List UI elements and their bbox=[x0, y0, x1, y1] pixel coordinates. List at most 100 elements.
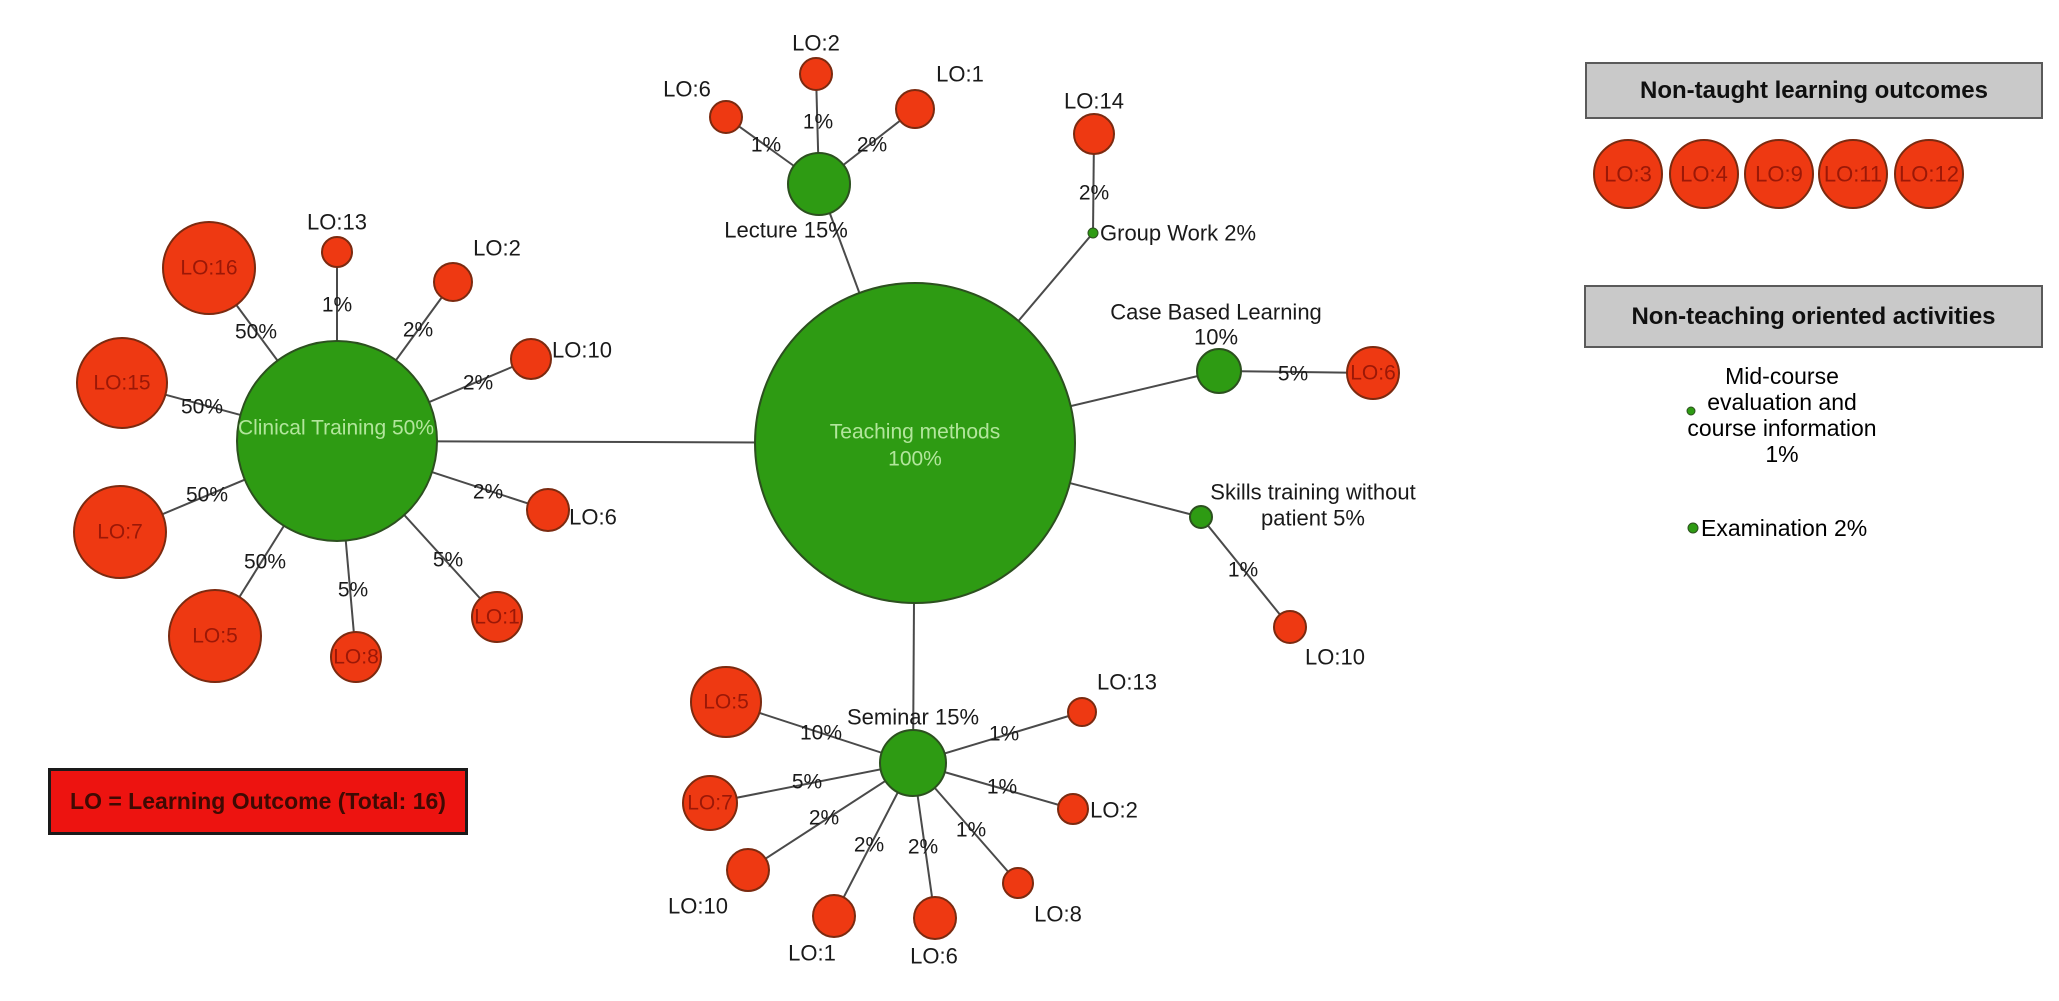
node-lo4_nt bbox=[1669, 139, 1739, 209]
node-lo2_c bbox=[433, 262, 473, 302]
edge-label-clinical-lo13_c: 1% bbox=[322, 294, 352, 317]
non-taught-header: Non-taught learning outcomes bbox=[1585, 62, 2043, 119]
node-lo8_c bbox=[330, 631, 382, 683]
diagram-label-8: Skills training without bbox=[1210, 480, 1415, 505]
node-group_dot bbox=[1087, 227, 1099, 239]
edge-label-clinical-lo10_c: 2% bbox=[463, 372, 493, 395]
node-lo6_cbl bbox=[1346, 346, 1400, 400]
node-lo5_se bbox=[690, 666, 762, 738]
examination-label: Examination 2% bbox=[1701, 515, 1868, 541]
node-teaching bbox=[754, 282, 1076, 604]
edge-label-clinical-lo6_c: 2% bbox=[473, 481, 503, 504]
node-lo10_se bbox=[726, 848, 770, 892]
node-lo11_nt bbox=[1818, 139, 1888, 209]
node-lo6_c bbox=[526, 488, 570, 532]
node-lo16_c bbox=[162, 221, 256, 315]
node-lo15_c bbox=[76, 337, 168, 429]
node-label-lo8_c: LO:8 bbox=[333, 646, 379, 669]
node-lo13_c bbox=[321, 236, 353, 268]
edge-label-seminar-lo1_se: 2% bbox=[854, 834, 884, 857]
node-label-lo1_c: LO:1 bbox=[474, 606, 520, 629]
edge-label-clinical-lo1_c: 5% bbox=[433, 549, 463, 572]
diagram-label-22: LO:8 bbox=[1034, 902, 1082, 927]
node-label-lo7_se: LO:7 bbox=[687, 792, 733, 815]
edge-label-seminar-lo5_se: 10% bbox=[800, 722, 842, 745]
node-label-lo7_c: LO:7 bbox=[97, 521, 143, 544]
diagram-label-19: LO:10 bbox=[668, 894, 728, 919]
node-cbl bbox=[1196, 348, 1242, 394]
node-lo1_c bbox=[471, 591, 523, 643]
midcourse-line: Mid-course bbox=[1725, 363, 1839, 389]
node-lo6_se bbox=[913, 896, 957, 940]
node-label-lo15_c: LO:15 bbox=[93, 372, 150, 395]
node-label-lo9_nt: LO:9 bbox=[1755, 162, 1803, 187]
node-clinical bbox=[236, 340, 438, 542]
diagram-label-18: LO:6 bbox=[569, 505, 617, 530]
node-lo8_se bbox=[1002, 867, 1034, 899]
node-lo13_se bbox=[1067, 697, 1097, 727]
edge-label-seminar-lo8_se: 1% bbox=[956, 819, 986, 842]
node-exam_dot bbox=[1687, 522, 1699, 534]
diagram-label-24: LO:13 bbox=[1097, 670, 1157, 695]
diagram-label-17: LO:10 bbox=[552, 338, 612, 363]
diagram-label-23: LO:2 bbox=[1090, 798, 1138, 823]
node-label-lo16_c: LO:16 bbox=[180, 257, 237, 280]
non-teaching-header: Non-teaching oriented activities bbox=[1584, 285, 2043, 348]
diagram-label-3: Lecture 15% bbox=[724, 218, 848, 243]
midcourse-line: 1% bbox=[1765, 441, 1799, 467]
edge-label-lecture-lo2_le: 1% bbox=[803, 111, 833, 134]
midcourse-line: evaluation and bbox=[1707, 389, 1857, 415]
midcourse-line: course information bbox=[1687, 415, 1877, 441]
edge-label-skills_dot-lo10_sk: 1% bbox=[1228, 559, 1258, 582]
non-teaching-title: Non-teaching oriented activities bbox=[1631, 302, 1996, 330]
diagram-label-20: LO:1 bbox=[788, 941, 836, 966]
edge-label-clinical-lo7_c: 50% bbox=[186, 484, 228, 507]
non-taught-title: Non-taught learning outcomes bbox=[1640, 76, 1988, 104]
diagram-label-4: Seminar 15% bbox=[847, 705, 979, 730]
diagram-label-2: Clinical Training 50% bbox=[238, 417, 434, 440]
edge-label-clinical-lo16_c: 50% bbox=[235, 321, 277, 344]
edge-seminar-lo7_se bbox=[709, 762, 914, 804]
node-skills_dot bbox=[1189, 505, 1213, 529]
edge-label-seminar-lo10_se: 2% bbox=[809, 807, 839, 830]
edge-label-clinical-lo15_c: 50% bbox=[181, 396, 223, 419]
edge-label-lecture-lo6_le: 1% bbox=[751, 134, 781, 157]
node-lo7_c bbox=[73, 485, 167, 579]
node-lo6_le bbox=[709, 100, 743, 134]
edge-label-clinical-lo8_c: 5% bbox=[338, 579, 368, 602]
node-seminar bbox=[879, 729, 947, 797]
node-label-lo4_nt: LO:4 bbox=[1680, 162, 1728, 187]
diagram-label-9: patient 5% bbox=[1261, 506, 1365, 531]
edge-label-cbl-lo6_cbl: 5% bbox=[1278, 363, 1308, 386]
diagram-label-6: Case Based Learning bbox=[1110, 300, 1322, 325]
legend-text: LO = Learning Outcome (Total: 16) bbox=[70, 788, 446, 814]
node-label-lo12_nt: LO:12 bbox=[1899, 162, 1959, 187]
node-label-lo3_nt: LO:3 bbox=[1604, 162, 1652, 187]
diagram-label-10: LO:10 bbox=[1305, 645, 1365, 670]
legend-box: LO = Learning Outcome (Total: 16) bbox=[48, 768, 468, 835]
diagram-label-12: LO:2 bbox=[792, 31, 840, 56]
node-lo10_c bbox=[510, 338, 552, 380]
node-lo12_nt bbox=[1894, 139, 1964, 209]
midcourse-evaluation-label: Mid-course evaluation and course informa… bbox=[1662, 363, 1902, 467]
edge-skills_dot-lo10_sk bbox=[1200, 516, 1291, 628]
edge-label-clinical-lo2_c: 2% bbox=[403, 319, 433, 342]
node-lo9_nt bbox=[1744, 139, 1814, 209]
diagram-label-0: Teaching methods bbox=[830, 421, 1000, 444]
diagram-label-11: LO:6 bbox=[663, 77, 711, 102]
diagram-label-1: 100% bbox=[888, 448, 942, 471]
node-label-lo5_c: LO:5 bbox=[192, 625, 238, 648]
diagram-label-15: LO:13 bbox=[307, 210, 367, 235]
node-lo3_nt bbox=[1593, 139, 1663, 209]
edge-label-seminar-lo7_se: 5% bbox=[792, 771, 822, 794]
node-lo1_se bbox=[812, 894, 856, 938]
diagram-label-16: LO:2 bbox=[473, 236, 521, 261]
node-lo14_g bbox=[1073, 113, 1115, 155]
diagram-label-7: 10% bbox=[1194, 325, 1238, 350]
edge-label-seminar-lo6_se: 2% bbox=[908, 836, 938, 859]
node-lecture bbox=[787, 152, 851, 216]
node-lo1_le bbox=[895, 89, 935, 129]
node-label-lo11_nt: LO:11 bbox=[1824, 162, 1882, 187]
